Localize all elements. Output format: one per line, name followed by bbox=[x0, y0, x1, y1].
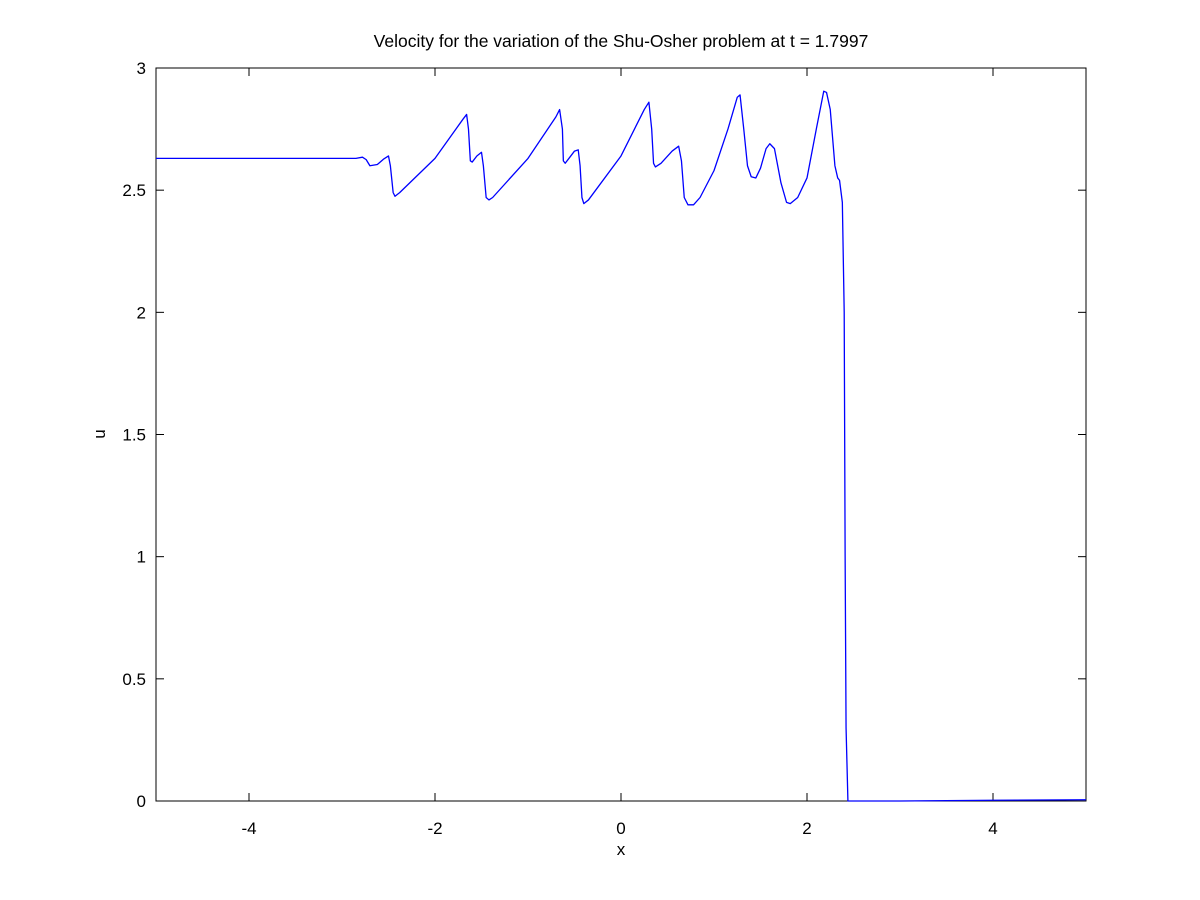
x-tick-label: 2 bbox=[802, 819, 811, 838]
y-axis-label: u bbox=[90, 429, 109, 438]
x-tick-label: -4 bbox=[241, 819, 256, 838]
y-tick-label: 2 bbox=[137, 303, 146, 322]
y-tick-label: 1 bbox=[137, 548, 146, 567]
y-tick-label: 2.5 bbox=[122, 181, 146, 200]
plot-area-frame bbox=[155, 67, 1087, 802]
x-tick-label: -2 bbox=[427, 819, 442, 838]
y-axis: 0 0.5 1 1.5 2 2.5 3 bbox=[122, 59, 1086, 811]
x-tick-label: 4 bbox=[988, 819, 997, 838]
velocity-series-line bbox=[156, 90, 1087, 802]
x-axis-label: x bbox=[617, 840, 626, 859]
y-tick-label: 0 bbox=[137, 792, 146, 811]
y-tick-label: 3 bbox=[137, 59, 146, 78]
chart-title: Velocity for the variation of the Shu-Os… bbox=[374, 31, 869, 51]
y-tick-label: 1.5 bbox=[122, 426, 146, 445]
x-axis: -4 -2 0 2 4 bbox=[241, 68, 998, 838]
y-tick-label: 0.5 bbox=[122, 670, 146, 689]
x-tick-label: 0 bbox=[616, 819, 625, 838]
